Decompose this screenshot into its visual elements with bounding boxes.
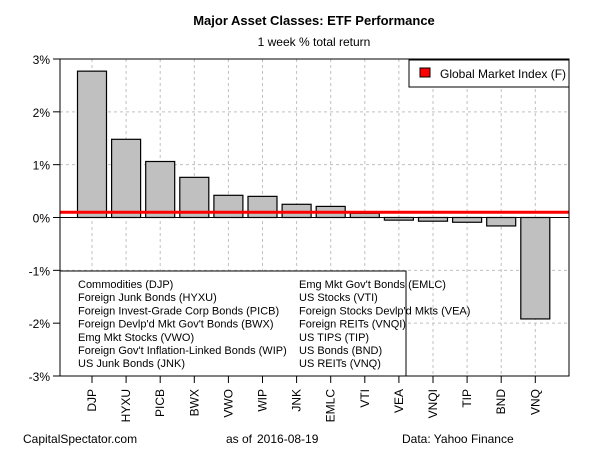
x-tick-label: EMLC <box>324 389 338 423</box>
y-tick-label: 0% <box>33 212 51 226</box>
x-tick-label: VNQI <box>426 389 440 418</box>
x-tick-label: BWX <box>187 389 201 416</box>
x-tick-label: VNQ <box>528 389 542 415</box>
category-legend-item: US Stocks (VTI) <box>299 292 378 304</box>
category-legend-item: US Junk Bonds (JNK) <box>78 358 185 370</box>
chart-title: Major Asset Classes: ETF Performance <box>193 13 435 28</box>
footer-data-source: Data: Yahoo Finance <box>402 432 514 446</box>
bar-bnd <box>486 216 517 227</box>
x-tick-label: VEA <box>392 389 406 413</box>
category-legend-item: Foreign Junk Bonds (HYXU) <box>78 292 217 304</box>
bar-hyxu <box>110 138 142 219</box>
reference-legend-box <box>408 59 570 88</box>
category-legend-item: Emg Mkt Gov't Bonds (EMLC) <box>299 279 446 291</box>
reference-legend: Global Market Index (F) <box>408 59 570 88</box>
category-legend-item: Foreign REITs (VNQI) <box>299 319 406 331</box>
bar-wip <box>247 195 278 219</box>
x-tick-label: PICB <box>153 389 167 417</box>
reference-legend-label: Global Market Index (F) <box>440 67 566 81</box>
footer-date: 2016-08-19 <box>257 432 319 446</box>
chart-subtitle: 1 week % total return <box>258 35 371 49</box>
category-legend: Commodities (DJP)Foreign Junk Bonds (HYX… <box>59 270 470 377</box>
x-tick-label: VTI <box>358 389 372 408</box>
y-tick-label: -1% <box>29 264 51 278</box>
y-tick-label: 3% <box>33 53 51 67</box>
bar-picb <box>145 160 176 219</box>
category-legend-item: US REITs (VNQ) <box>299 358 381 370</box>
category-legend-item: Emg Mkt Stocks (VWO) <box>78 332 194 344</box>
x-axis: DJP HYXU PICB BWX VWO WIP JNK EMLC VTI VEA VNQI TIP… <box>85 376 542 422</box>
x-tick-label: DJP <box>85 389 99 412</box>
bar-vwo <box>213 194 244 219</box>
category-legend-item: Commodities (DJP) <box>78 279 173 291</box>
x-tick-label: VWO <box>221 389 235 418</box>
bar-tip <box>452 216 483 223</box>
category-legend-item: US Bonds (BND) <box>299 345 382 357</box>
bar-djp <box>76 70 108 219</box>
x-tick-label: TIP <box>460 389 474 408</box>
category-legend-item: Foreign Invest-Grade Corp Bonds (PICB) <box>78 305 279 317</box>
bar-vnq <box>520 216 551 320</box>
category-legend-item: Foreign Gov't Inflation-Linked Bonds (WI… <box>78 345 287 357</box>
footer-source-site: CapitalSpectator.com <box>23 432 137 446</box>
y-axis: 3% 2% 1% 0% -1% -2% -3% <box>29 53 60 384</box>
y-tick-label: 2% <box>33 106 51 120</box>
bar-vnqi <box>417 216 449 222</box>
x-tick-label: BND <box>494 389 508 415</box>
x-tick-label: WIP <box>256 389 270 412</box>
x-tick-label: JNK <box>290 389 304 412</box>
y-tick-label: 1% <box>33 159 51 173</box>
bar-vti <box>349 212 380 219</box>
category-legend-item: Foreign Devlp'd Mkt Gov't Bonds (BWX) <box>78 319 274 331</box>
category-legend-item: US TIPS (TIP) <box>299 332 369 344</box>
plot-border <box>59 58 570 377</box>
category-legend-item: Foreign Stocks Devlp'd Mkts (VEA) <box>299 305 470 317</box>
y-tick-label: -3% <box>29 370 51 384</box>
reference-legend-swatch <box>419 67 431 78</box>
y-tick-label: -2% <box>29 317 51 331</box>
x-tick-label: HYXU <box>119 389 133 422</box>
footer-as-of-label: as of <box>226 432 253 446</box>
category-legend-box <box>59 270 407 377</box>
